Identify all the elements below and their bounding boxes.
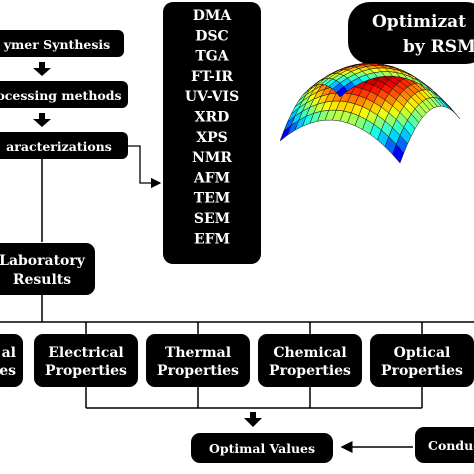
lab-results-box <box>0 243 95 295</box>
techniques-panel <box>163 2 261 264</box>
technique-xrd: XRD <box>195 110 230 126</box>
optical-line2: Properties <box>381 363 463 379</box>
synthesis-box <box>0 30 124 57</box>
lab-results-line2: Results <box>13 272 71 288</box>
technique-efm: EFM <box>194 231 230 247</box>
characterizations-box <box>0 132 128 159</box>
chemical-line1: Chemical <box>273 345 346 361</box>
electrical-line1: Electrical <box>48 345 124 361</box>
property-drop-lines <box>85 322 423 334</box>
electrical-line2: Properties <box>45 363 127 379</box>
technique-tem: TEM <box>194 191 231 207</box>
processing-label: ocessing methods <box>0 88 122 103</box>
synthesis-label: ymer Synthesis <box>3 37 110 52</box>
property-collect-lines <box>85 387 423 409</box>
optimal-values-label: Optimal Values <box>209 441 315 456</box>
response-surface-plot <box>279 62 461 164</box>
thermal-line1: Thermal <box>165 345 231 361</box>
optical-properties-box <box>370 334 474 387</box>
chemical-line2: Properties <box>269 363 351 379</box>
optical-line1: Optical <box>394 345 451 361</box>
technique-sem: SEM <box>194 211 230 227</box>
lab-results-line1: Laboratory <box>0 253 86 269</box>
conduct-label: Conduct <box>428 438 474 453</box>
characterizations-label: aracterizations <box>6 139 112 154</box>
optimization-line1: Optimizat <box>372 12 466 32</box>
techniques-list: DMA DSC TGA FT-IR UV-VIS XRD XPS NMR AFM TEM SEM EF… <box>185 8 239 247</box>
technique-afm: AFM <box>193 170 230 186</box>
thermal-line2: Properties <box>157 363 239 379</box>
technique-xps: XPS <box>196 130 228 146</box>
processing-box <box>0 81 128 108</box>
thermal-properties-box <box>146 334 250 387</box>
optimization-box <box>348 2 474 64</box>
arrow-down-1 <box>33 62 51 76</box>
partial-property-line1: al <box>2 345 16 361</box>
technique-tga: TGA <box>195 49 229 65</box>
chemical-properties-box <box>258 334 362 387</box>
arrow-down-3 <box>244 412 262 427</box>
techniques-connector <box>128 145 162 189</box>
electrical-properties-box <box>34 334 138 387</box>
optimization-line2: by RSM <box>403 37 474 57</box>
technique-dsc: DSC <box>195 28 228 44</box>
technique-uv-vis: UV-VIS <box>185 89 239 105</box>
technique-ft-ir: FT-IR <box>191 69 233 85</box>
technique-nmr: NMR <box>192 150 232 166</box>
optimal-values-box <box>191 433 333 463</box>
technique-dma: DMA <box>193 8 233 24</box>
partial-property-line2: es <box>0 363 16 379</box>
arrow-down-2 <box>33 113 51 127</box>
partial-property-box <box>0 334 23 387</box>
surface-cell <box>448 105 461 120</box>
conduct-box <box>415 427 474 463</box>
